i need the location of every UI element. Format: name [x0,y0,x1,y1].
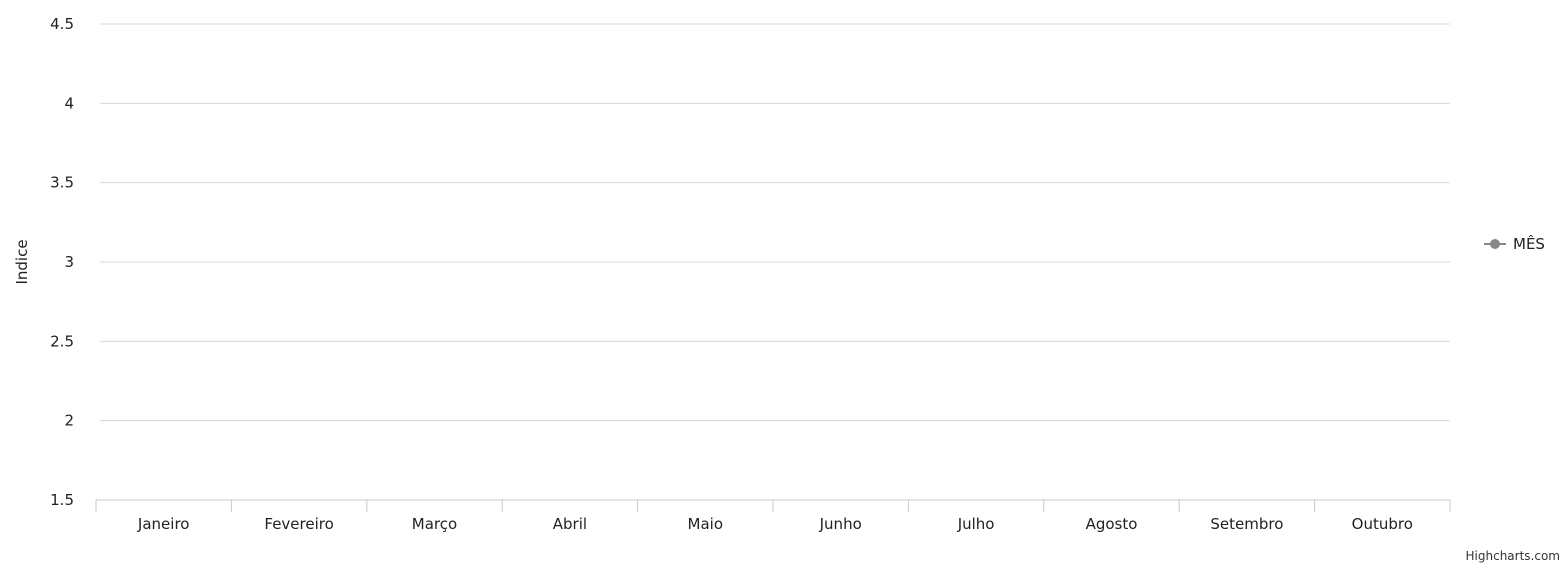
x-tick-label: Outubro [1352,515,1413,533]
legend-series-marker [1490,239,1500,249]
x-tick-label: Março [412,515,457,533]
grid-lines [100,23,1450,422]
x-tick-label: Janeiro [137,515,190,533]
x-tick-label: Setembro [1210,515,1283,533]
y-tick-label: 3.5 [50,174,74,192]
y-tick-label: 4 [64,94,74,112]
legend[interactable]: MÊS [1484,234,1545,253]
x-tick-label: Maio [688,515,723,533]
y-tick-label: 1.5 [50,491,74,509]
y-tick-label: 3 [64,253,74,271]
x-axis-tick-labels: Janeiro Fevereiro Março Abril Maio Junho Julho… [137,515,1413,533]
y-tick-label: 2.5 [50,332,74,350]
x-tick-label: Agosto [1086,515,1138,533]
x-axis [95,499,1451,512]
y-axis-tick-labels: 1.5 2 2.5 3 3.5 4 4.5 [50,15,74,509]
legend-series-label[interactable]: MÊS [1513,234,1545,253]
x-tick-label: Fevereiro [264,515,333,533]
y-tick-label: 4.5 [50,15,74,33]
y-tick-label: 2 [64,412,74,430]
x-tick-label: Abril [553,515,587,533]
y-axis-title: Indice [13,239,31,284]
credits-link[interactable]: Highcharts.com [1466,549,1560,563]
x-tick-label: Julho [957,515,995,533]
x-tick-label: Junho [819,515,862,533]
